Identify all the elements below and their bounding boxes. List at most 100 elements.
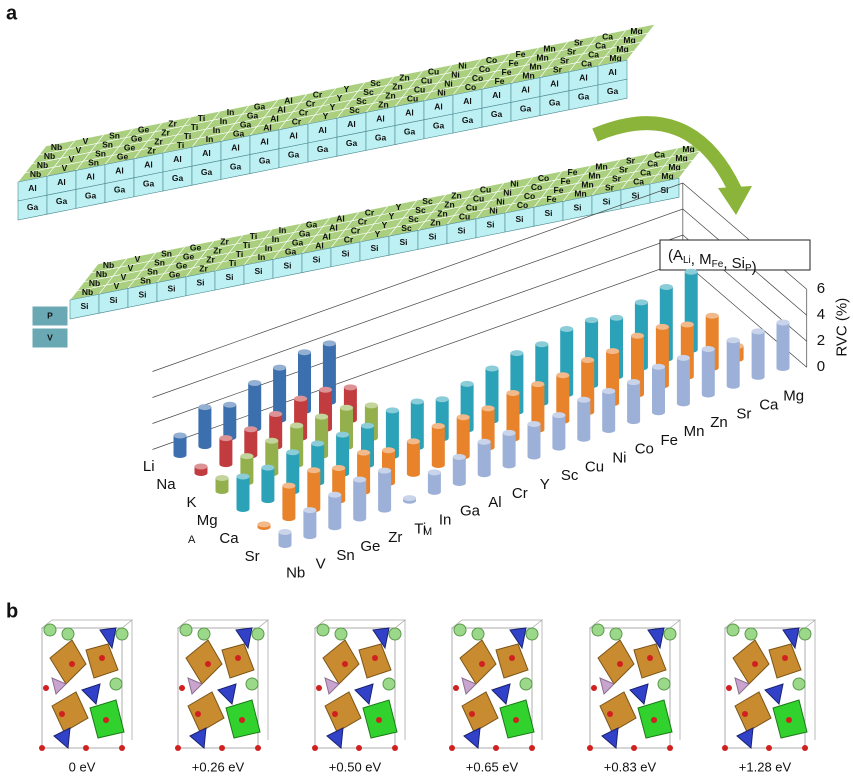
cylinder-top [311, 440, 325, 447]
block-symbol: Fe [568, 167, 578, 177]
series-label: Ca [219, 530, 239, 547]
series-label: Na [156, 476, 176, 493]
cylinder-top [680, 321, 694, 328]
block-symbol: Ga [520, 103, 532, 113]
block-symbol: Ti [243, 240, 250, 250]
block-symbol: Cu [414, 84, 425, 94]
block-symbol: Co [538, 173, 549, 183]
cylinder [236, 473, 250, 512]
cylinder-top [701, 346, 715, 353]
block-symbol: Mn [536, 52, 548, 62]
annotation-part: (A [668, 247, 683, 264]
cylinder-top [456, 414, 470, 421]
block-symbol: Mg [675, 153, 687, 163]
block-symbol: Ge [138, 124, 150, 134]
block-symbol: Sn [102, 139, 113, 149]
cylinder-top [336, 431, 350, 438]
block-symbol: Ga [85, 190, 97, 200]
block-symbol: Cu [459, 211, 470, 221]
block-symbol: Y [330, 102, 336, 112]
block-symbol: Cr [306, 99, 316, 109]
block-symbol: Cr [365, 208, 375, 218]
cylinder-top [410, 398, 424, 405]
cylinder-top [236, 473, 250, 480]
cylinder-top [194, 463, 208, 470]
block-symbol: Ca [588, 50, 599, 60]
cylinder [652, 363, 665, 416]
block-symbol: Nb [37, 160, 48, 170]
series-label: Li [143, 458, 155, 475]
cylinder-top [481, 405, 495, 412]
block-symbol: Si [399, 237, 407, 247]
block-symbol: Nb [51, 142, 62, 152]
cylinder-top [585, 317, 599, 324]
block-symbol: Sc [349, 105, 360, 115]
block-symbol: Si [515, 214, 523, 224]
x-tick-label: Sr [736, 405, 751, 422]
block-symbol: Cr [292, 117, 302, 127]
cylinder-top [431, 423, 445, 430]
block-symbol: Fe [502, 67, 512, 77]
cylinder-top [385, 407, 399, 414]
energy-label: +0.65 eV [466, 759, 519, 774]
cylinder [627, 379, 641, 425]
block-symbol: Zr [213, 246, 222, 256]
x-tick-label: Zn [710, 414, 728, 431]
block-symbol: Cr [299, 108, 309, 118]
cylinder-body [506, 393, 520, 442]
block-symbol: Zn [392, 81, 402, 91]
block-symbol: V [114, 281, 120, 291]
cylinder-body [726, 340, 740, 389]
cylinder [701, 346, 715, 398]
annotation-text: (ALi, MFe, SiP) [668, 247, 757, 276]
block-symbol: Y [344, 84, 350, 94]
block-symbol: Cr [351, 226, 361, 236]
energy-labels: 0 eV +0.26 eV +0.50 eV +0.65 eV +0.83 eV +1.2… [69, 759, 792, 774]
block-symbol: Ga [346, 138, 358, 148]
block-symbol: Ga [285, 246, 297, 256]
cylinder-top [382, 447, 395, 454]
block-side [31, 305, 69, 327]
block-symbol: Ga [172, 173, 184, 183]
series-label: K [187, 494, 197, 511]
cylinder [406, 438, 420, 477]
cylinder [556, 372, 570, 424]
block-symbol: Ga [491, 109, 503, 119]
cylinder-top [269, 410, 283, 417]
cylinder-top [684, 268, 698, 275]
block-symbol: Zr [220, 237, 229, 247]
x-axis-label: M [423, 526, 432, 538]
block-symbol: Si [283, 260, 291, 270]
x-tick-label: Nb [286, 565, 305, 582]
block-symbol: Nb [30, 169, 41, 179]
block-symbol: Cu [466, 202, 477, 212]
block-symbol: Al [492, 90, 501, 100]
cylinder [477, 438, 491, 478]
block-symbol: Ge [169, 269, 181, 279]
block-symbol: In [206, 134, 214, 144]
x-tick-label: Co [635, 441, 654, 458]
block-symbol: Ga [247, 110, 259, 120]
x-tick-label: V [316, 556, 326, 573]
x-tick-label: Al [488, 494, 501, 511]
cylinder [244, 426, 258, 459]
block-symbol: V [83, 136, 89, 146]
block-symbol: Al [376, 113, 385, 123]
block-symbol: Ga [404, 126, 416, 136]
cylinder-body [303, 510, 317, 540]
block-symbol: Si [254, 266, 262, 276]
block-symbol: Al [115, 165, 124, 175]
block-symbol: Cu [421, 75, 432, 85]
block-symbol: Cr [344, 235, 354, 245]
block-symbol: Si [370, 243, 378, 253]
block-symbol: Ti [236, 249, 243, 259]
annotation-part: , Si [723, 255, 745, 272]
cylinder-top [223, 401, 237, 408]
block-symbol: Al [434, 102, 443, 112]
panel-label: b [6, 600, 18, 622]
cylinder-body [215, 478, 229, 494]
block-symbol: Zn [430, 217, 440, 227]
cylinder-body [751, 331, 765, 380]
block-symbol: Ni [458, 61, 467, 71]
block-symbol: Mn [588, 170, 600, 180]
